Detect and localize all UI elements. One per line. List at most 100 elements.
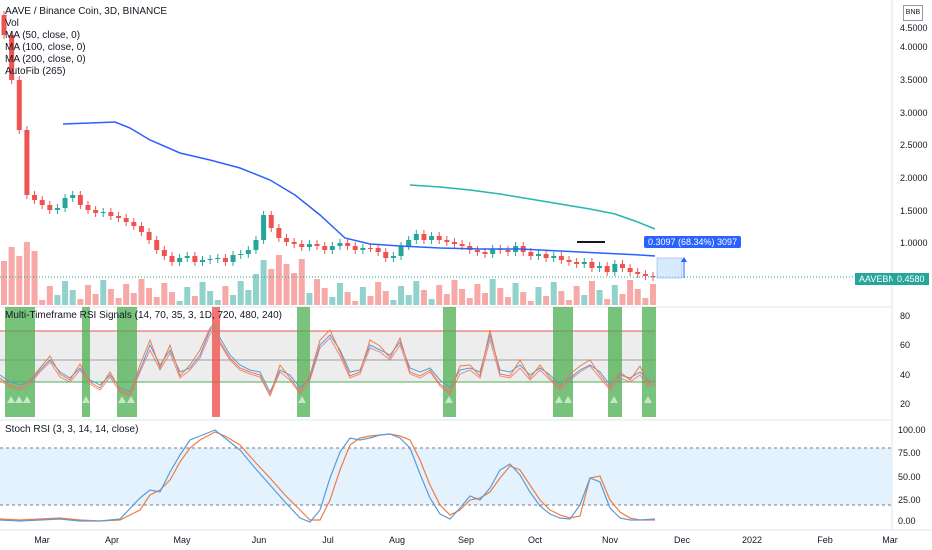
candle[interactable] xyxy=(85,205,91,210)
candle[interactable] xyxy=(32,195,38,200)
candle[interactable] xyxy=(177,258,183,262)
candle[interactable] xyxy=(635,272,641,274)
candle[interactable] xyxy=(184,256,190,258)
legend-ma200[interactable]: MA (200, close, 0) xyxy=(5,54,86,65)
candle[interactable] xyxy=(490,249,496,254)
candle[interactable] xyxy=(528,252,534,256)
candle[interactable] xyxy=(54,208,60,210)
rsi-indicator-title[interactable]: Multi-Timeframe RSI Signals (14, 70, 35,… xyxy=(5,310,282,321)
candle[interactable] xyxy=(459,244,465,246)
candle[interactable] xyxy=(169,256,175,262)
candle[interactable] xyxy=(9,35,15,80)
candle[interactable] xyxy=(566,260,572,262)
legend-ma50[interactable]: MA (50, close, 0) xyxy=(5,30,81,41)
candle[interactable] xyxy=(77,195,83,205)
volume-bar xyxy=(352,301,359,305)
candle[interactable] xyxy=(314,244,320,246)
candle[interactable] xyxy=(1,15,7,35)
candle[interactable] xyxy=(390,256,396,258)
candle[interactable] xyxy=(436,236,442,240)
measure-box[interactable] xyxy=(656,257,683,279)
candle[interactable] xyxy=(345,243,351,246)
candle[interactable] xyxy=(207,259,213,260)
candle[interactable] xyxy=(650,276,656,277)
legend-vol[interactable]: Vol xyxy=(5,18,19,29)
candle[interactable] xyxy=(352,246,358,250)
candle[interactable] xyxy=(589,262,595,268)
candle[interactable] xyxy=(413,234,419,240)
candle[interactable] xyxy=(200,260,206,262)
symbol-title[interactable]: AAVE / Binance Coin, 3D, BINANCE xyxy=(5,6,168,17)
candle[interactable] xyxy=(131,222,137,226)
candle[interactable] xyxy=(238,254,244,255)
volume-bar xyxy=(459,289,466,305)
volume-bar xyxy=(390,300,397,305)
candle[interactable] xyxy=(123,218,129,222)
candle[interactable] xyxy=(574,262,580,264)
candle[interactable] xyxy=(367,248,373,249)
candle[interactable] xyxy=(39,200,45,205)
candle[interactable] xyxy=(284,238,290,242)
currency-label[interactable]: BNB xyxy=(903,5,923,21)
candle[interactable] xyxy=(642,274,648,276)
candle[interactable] xyxy=(100,212,106,213)
candle[interactable] xyxy=(116,216,122,218)
candle[interactable] xyxy=(627,268,633,272)
candle[interactable] xyxy=(406,240,412,246)
candle[interactable] xyxy=(429,236,435,240)
candle[interactable] xyxy=(398,246,404,256)
candle[interactable] xyxy=(474,250,480,252)
candle[interactable] xyxy=(558,256,564,260)
candle[interactable] xyxy=(24,130,30,195)
candle[interactable] xyxy=(291,242,297,244)
candles[interactable] xyxy=(1,11,656,281)
legend-ma100[interactable]: MA (100, close, 0) xyxy=(5,42,86,53)
candle[interactable] xyxy=(543,254,549,258)
candle[interactable] xyxy=(16,80,22,130)
candle[interactable] xyxy=(421,234,427,240)
stoch-indicator-title[interactable]: Stoch RSI (3, 3, 14, 14, close) xyxy=(5,424,139,435)
candle[interactable] xyxy=(444,240,450,242)
candle[interactable] xyxy=(70,195,76,198)
volume-bar xyxy=(184,287,191,305)
candle[interactable] xyxy=(597,266,603,268)
candle[interactable] xyxy=(62,198,68,208)
candle[interactable] xyxy=(482,252,488,254)
candle[interactable] xyxy=(268,215,274,228)
candle[interactable] xyxy=(619,264,625,268)
candle[interactable] xyxy=(47,205,53,210)
candle[interactable] xyxy=(551,256,557,258)
volume-bar xyxy=(474,284,481,305)
candle[interactable] xyxy=(612,264,618,272)
candle[interactable] xyxy=(535,254,541,256)
candle[interactable] xyxy=(505,250,511,252)
candle[interactable] xyxy=(581,262,587,264)
candle[interactable] xyxy=(604,266,610,272)
stoch-tick: 100.00 xyxy=(898,425,926,435)
candle[interactable] xyxy=(222,258,228,262)
candle[interactable] xyxy=(215,258,221,259)
candle[interactable] xyxy=(161,250,167,256)
candle[interactable] xyxy=(108,212,114,216)
candle[interactable] xyxy=(230,255,236,262)
candle[interactable] xyxy=(383,252,389,258)
candle[interactable] xyxy=(93,210,99,213)
candle[interactable] xyxy=(276,228,282,238)
candle[interactable] xyxy=(306,244,312,247)
candle[interactable] xyxy=(138,226,144,232)
candle[interactable] xyxy=(375,248,381,252)
candle[interactable] xyxy=(261,215,267,240)
candle[interactable] xyxy=(360,248,366,250)
candle[interactable] xyxy=(253,240,259,250)
candle[interactable] xyxy=(451,242,457,244)
candle[interactable] xyxy=(329,246,335,250)
candle[interactable] xyxy=(154,240,160,250)
candle[interactable] xyxy=(192,256,198,262)
candle[interactable] xyxy=(322,246,328,250)
candle[interactable] xyxy=(245,250,251,254)
candle[interactable] xyxy=(299,244,305,247)
legend-autofib[interactable]: AutoFib (265) xyxy=(5,66,66,77)
candle[interactable] xyxy=(146,232,152,240)
candle[interactable] xyxy=(337,243,343,246)
